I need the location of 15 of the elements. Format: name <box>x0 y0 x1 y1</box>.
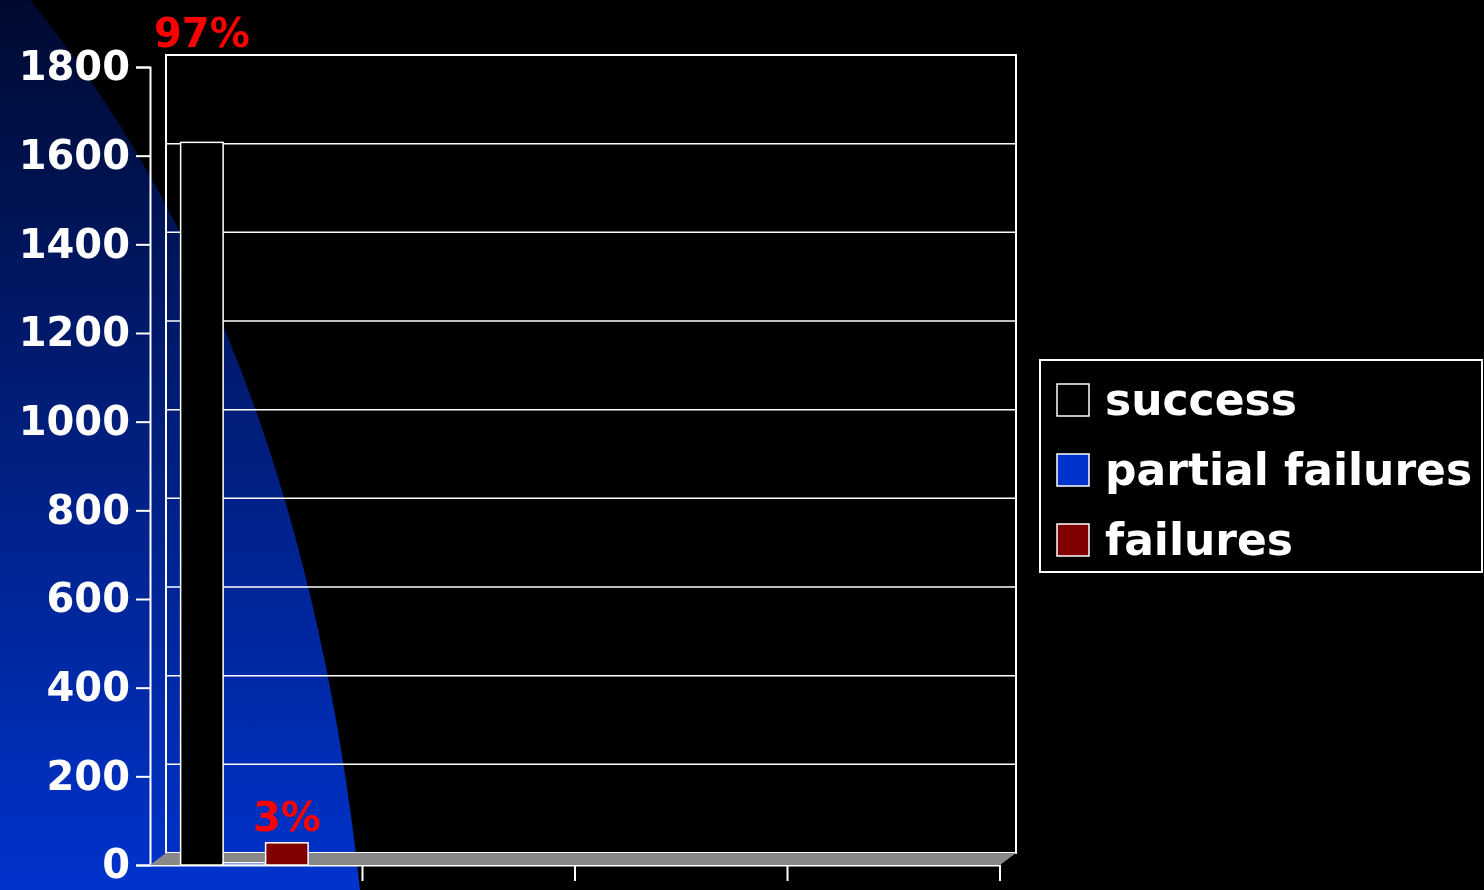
legend-label: partial failures <box>1105 444 1473 495</box>
annotation: 3% <box>252 793 321 840</box>
legend-label: failures <box>1105 514 1294 565</box>
annotation: 97% <box>154 10 250 57</box>
y-tick-label: 1600 <box>18 131 130 178</box>
y-tick-label: 800 <box>46 486 130 533</box>
y-tick-label: 0 <box>102 841 130 888</box>
y-tick-label: 1800 <box>18 43 130 90</box>
y-tick-label: 400 <box>46 663 130 710</box>
y-tick-label: 1200 <box>18 309 130 356</box>
legend-label: success <box>1105 374 1297 425</box>
y-tick-label: 600 <box>46 575 130 622</box>
y-tick-label: 1000 <box>18 397 130 444</box>
y-tick-label: 200 <box>46 752 130 799</box>
y-tick-label: 1400 <box>18 220 130 267</box>
